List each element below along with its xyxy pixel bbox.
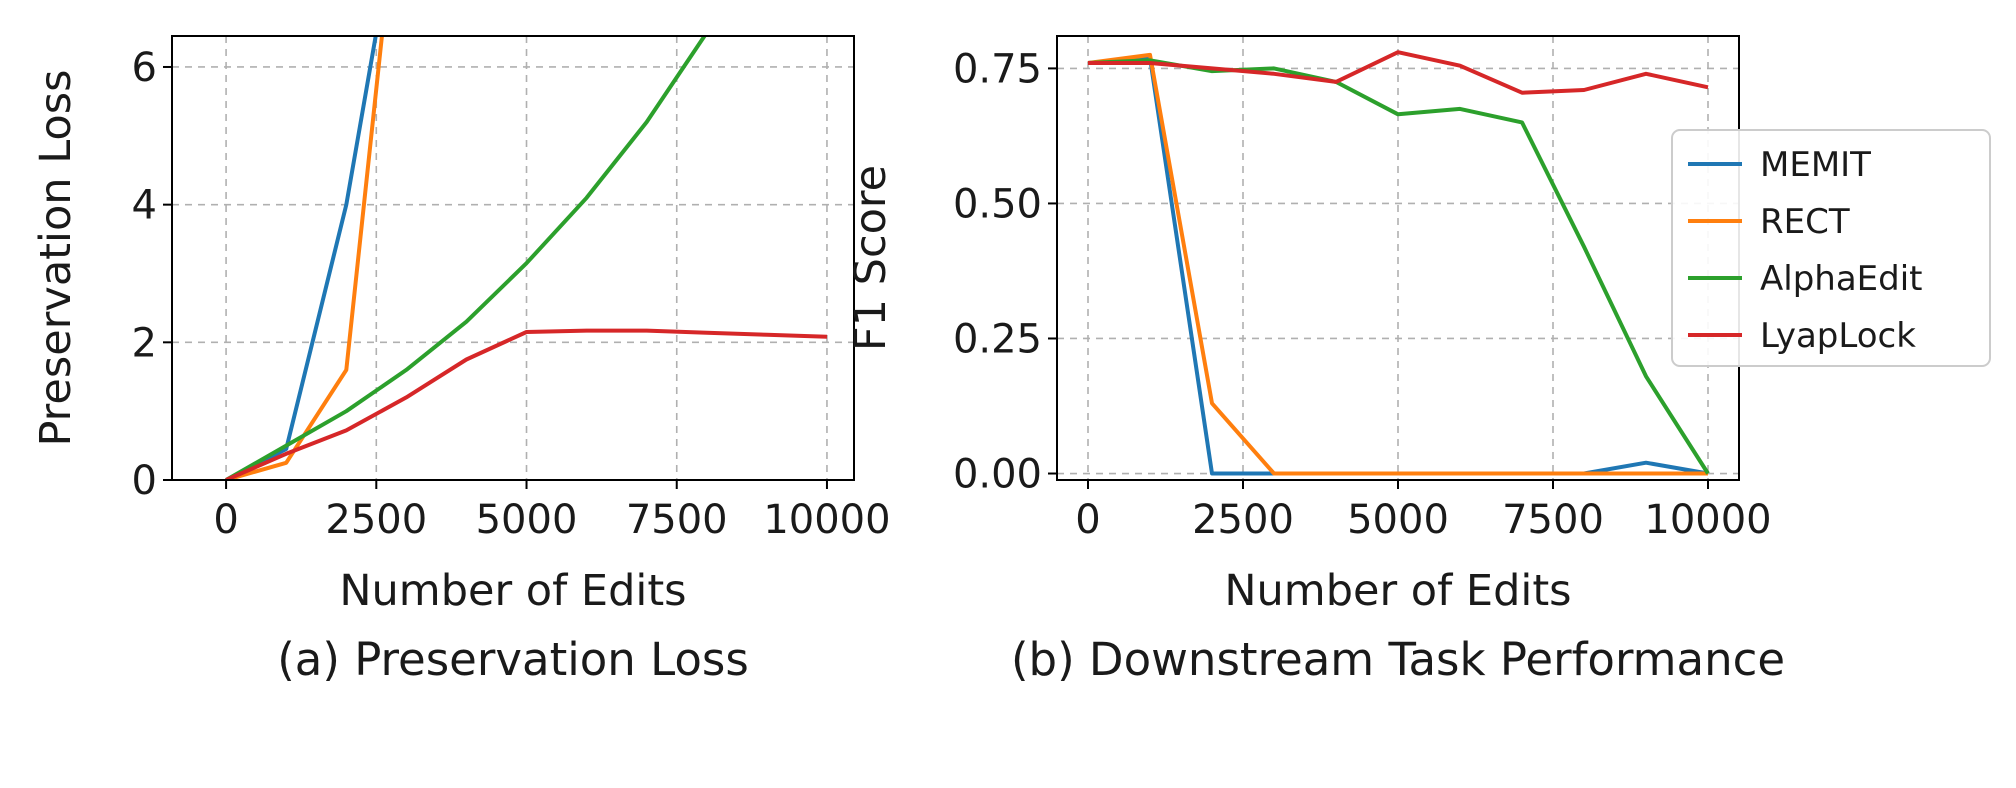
y-tick-label: 6	[132, 45, 157, 91]
y-tick-label: 0.50	[953, 181, 1042, 227]
legend-label-rect: RECT	[1760, 202, 1850, 242]
y-tick-label: 0.00	[953, 452, 1042, 498]
y-tick-label: 0	[132, 458, 157, 504]
series-line-rect	[1087, 52, 1708, 476]
y-axis-label: Preservation Loss	[31, 69, 81, 446]
y-tick-label: 0.75	[953, 46, 1042, 92]
y-tick-label: 4	[132, 183, 157, 229]
panel-b-downstream-task-performance: 0 2500 5000 7500 10000 0.00 0.25 0.50 0.75 Number…	[846, 35, 1785, 686]
panel-caption: (a) Preservation Loss	[277, 633, 749, 686]
series-line-lyaplock	[1088, 50, 1709, 95]
x-tick-label: 7500	[1502, 497, 1604, 543]
series-line-alphaedit	[225, 36, 707, 480]
x-tick-label: 0	[213, 497, 238, 543]
x-axis-label: Number of Edits	[339, 566, 686, 616]
x-tick-label: 5000	[1347, 497, 1449, 543]
series-line-rect	[225, 36, 384, 480]
series-line-lyaplock	[225, 328, 828, 480]
legend-box	[1671, 129, 1991, 367]
panel-a-preservation-loss: 0 2500 5000 7500 10000 0 2 4 6 Number of Edits Pre…	[31, 35, 891, 686]
x-tick-label: 10000	[1644, 497, 1771, 543]
series-group	[1087, 50, 1710, 476]
legend-label-alphaedit: AlphaEdit	[1760, 259, 1923, 299]
y-tick-label: 0.25	[953, 316, 1042, 362]
x-axis-label: Number of Edits	[1224, 566, 1571, 616]
legend-label-lyaplock: LyapLock	[1760, 316, 1916, 356]
series-group	[225, 36, 828, 480]
x-tick-label: 2500	[1192, 497, 1294, 543]
plot-frame	[171, 35, 855, 481]
x-tick-label: 10000	[763, 497, 890, 543]
x-tick-label: 7500	[626, 497, 728, 543]
x-tick-label: 0	[1075, 497, 1100, 543]
panel-caption: (b) Downstream Task Performance	[1011, 633, 1785, 686]
legend: MEMIT RECT AlphaEdit LyapLock	[1671, 129, 1991, 367]
y-tick-label: 2	[132, 320, 157, 366]
x-tick-label: 2500	[325, 497, 427, 543]
grid	[172, 36, 854, 481]
x-tick-label: 5000	[476, 497, 578, 543]
y-axis-label: F1 Score	[846, 165, 896, 351]
legend-label-memit: MEMIT	[1760, 145, 1871, 185]
